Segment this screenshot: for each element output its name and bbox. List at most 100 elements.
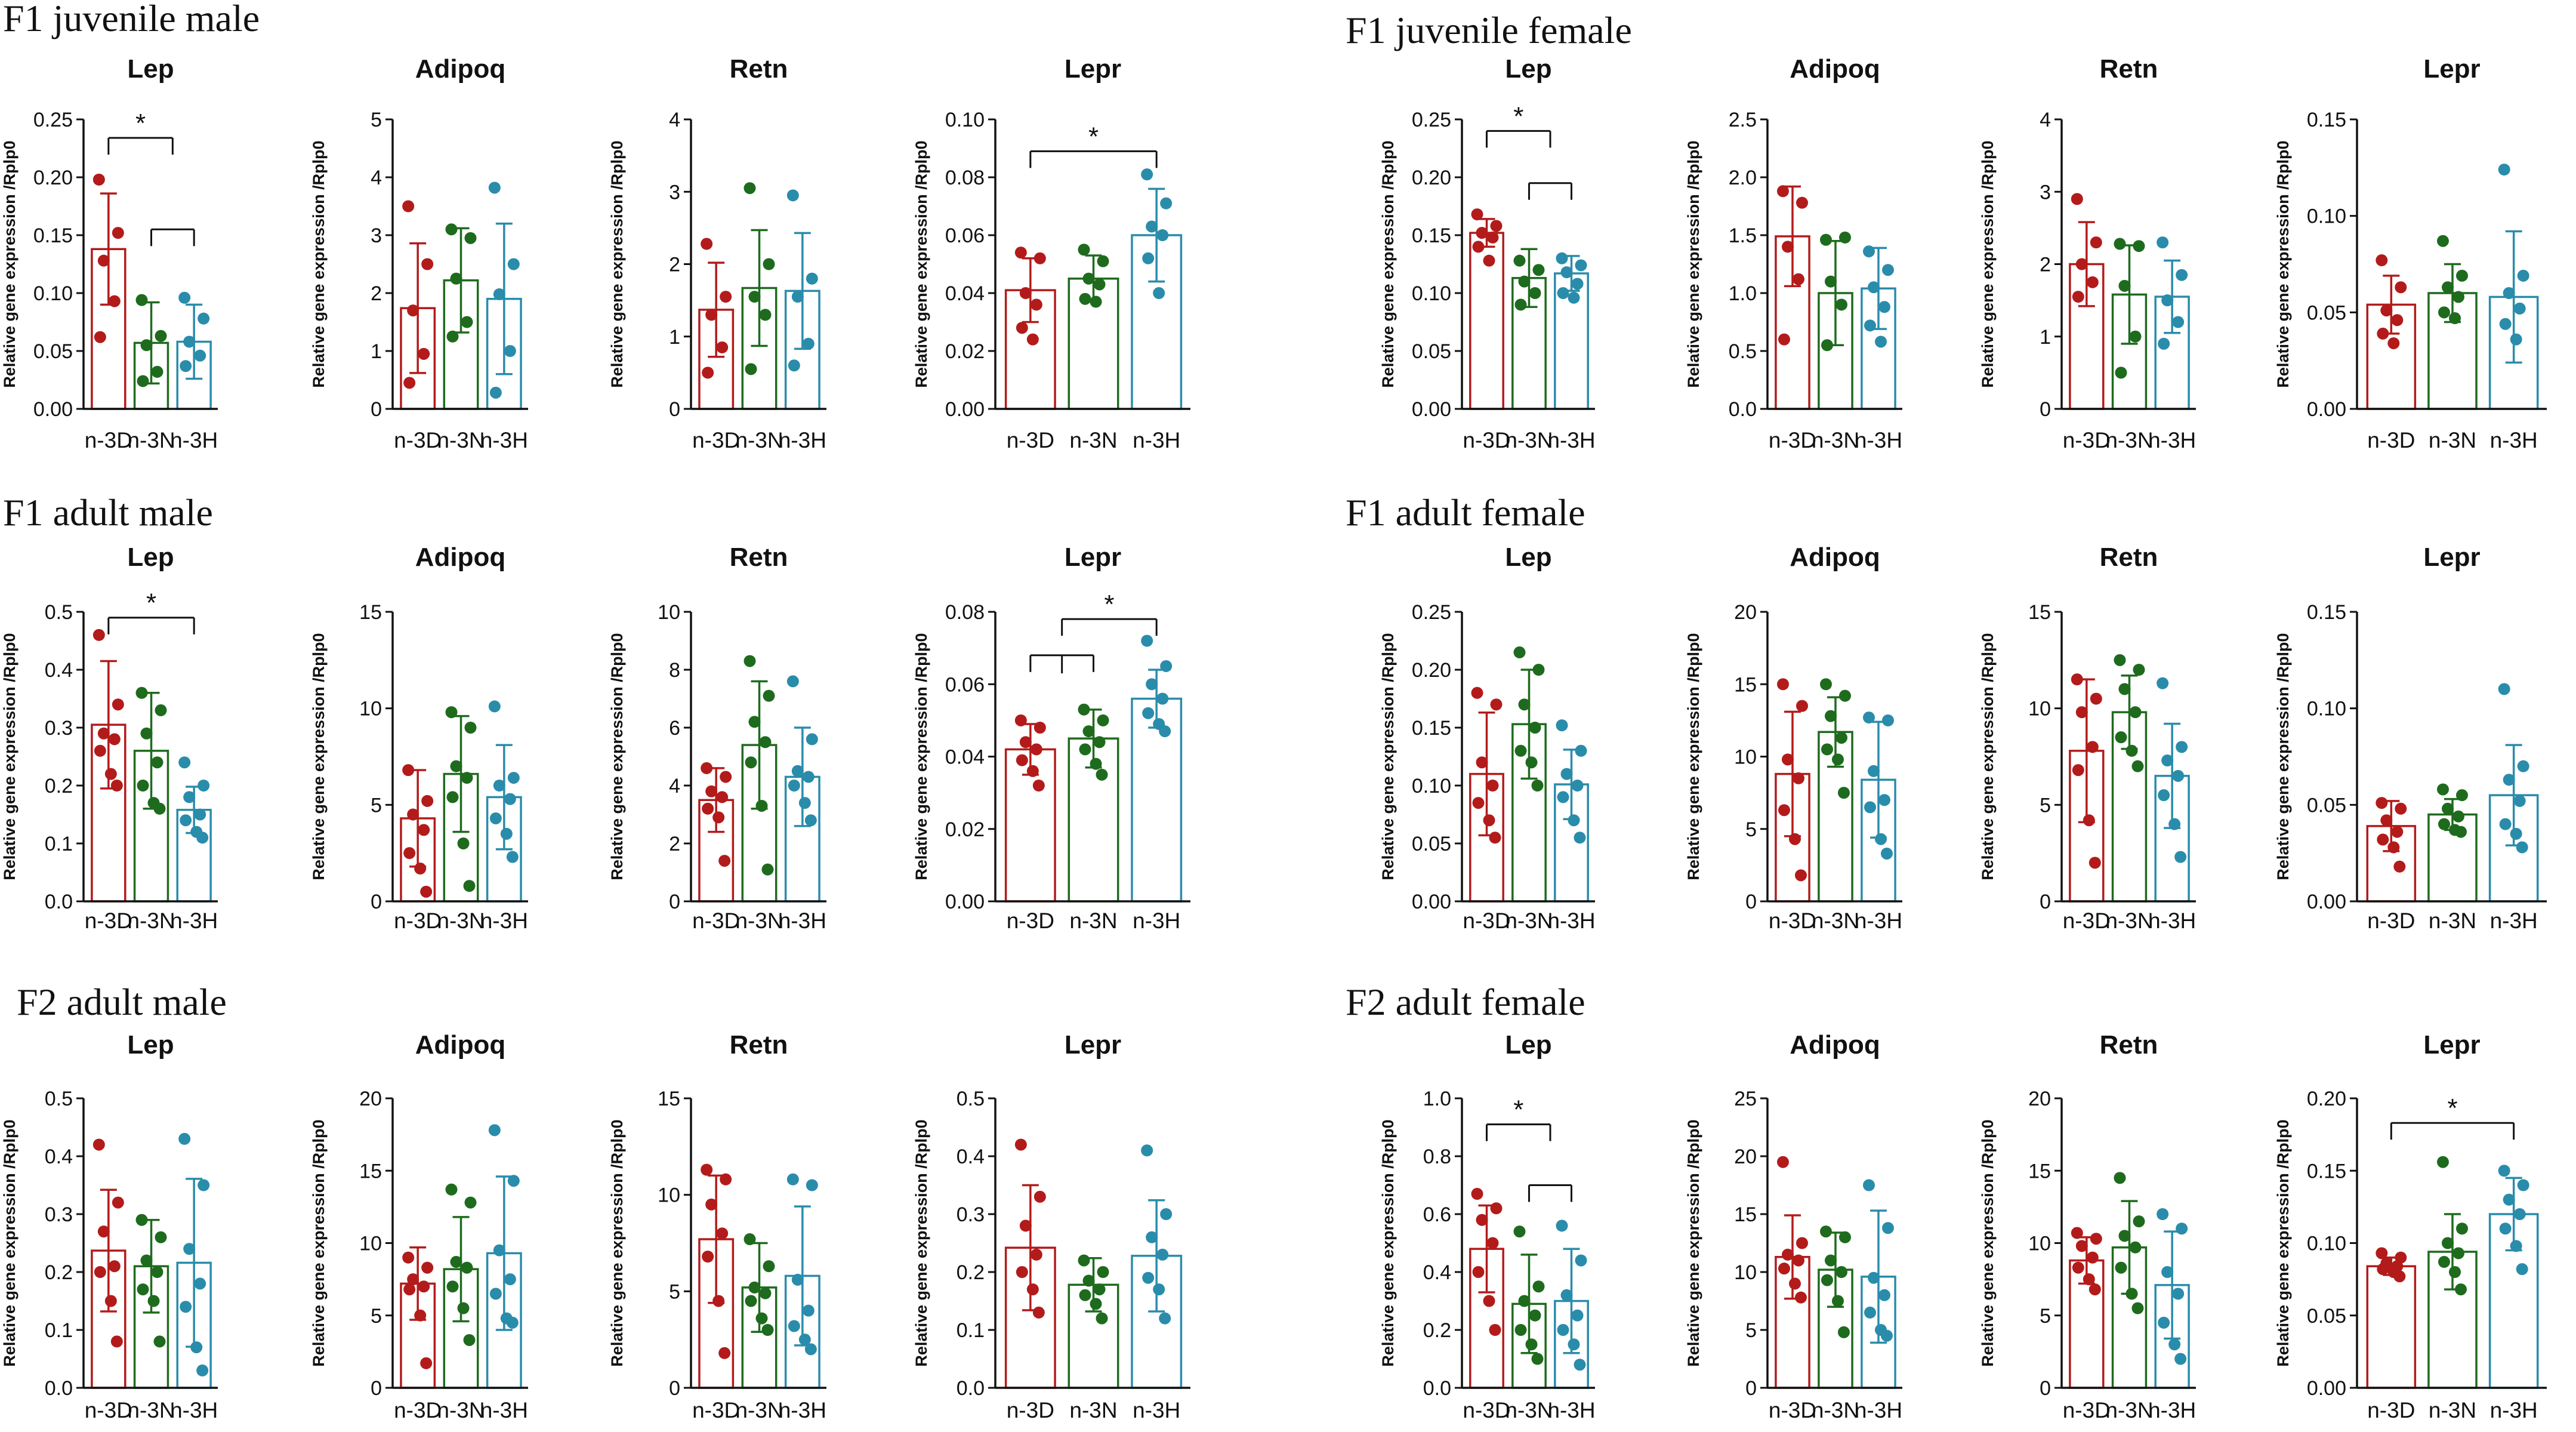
data-point-n-3d [104,1295,117,1307]
data-point-n-3d [1016,754,1028,766]
data-point-n-3h [2503,774,2515,786]
data-point-n-3n [763,689,775,702]
y-tick-label: 5 [2040,1305,2051,1328]
data-point-n-3h [2168,1338,2181,1351]
y-axis-label: Relative gene expression /Rplp0 [1979,1119,1997,1366]
data-point-n-3h [2161,754,2174,766]
data-point-n-3h [806,733,818,746]
y-tick-label: 0.3 [957,1203,985,1226]
data-point-n-3d [1030,743,1042,756]
data-point-n-3h [1864,801,1876,814]
data-point-n-3n [1531,1353,1544,1365]
data-point-n-3d [92,629,105,641]
data-point-n-3h [504,793,516,805]
data-point-n-3h [1160,197,1173,210]
y-tick-label: 20 [2028,1088,2051,1110]
data-point-n-3n [1082,272,1095,285]
data-point-n-3n [1096,1312,1108,1325]
data-point-n-3n [1532,264,1545,276]
data-point-n-3h [2158,337,2170,350]
data-point-n-3h [2499,1222,2512,1235]
data-point-n-3d [2387,841,2400,854]
x-tick-label: n-3N [735,909,783,933]
data-point-n-3n [2114,1172,2126,1184]
data-point-n-3h [806,272,818,285]
x-tick-label: n-3D [692,428,740,452]
y-tick-label: 0.05 [33,340,73,363]
data-point-n-3n [457,1302,470,1314]
data-point-n-3h [788,780,800,792]
data-point-n-3d [97,1225,110,1238]
y-tick-label: 2 [669,254,680,276]
data-point-n-3n [744,655,756,667]
data-point-n-3d [2376,797,2388,809]
x-tick-label: n-3H [779,428,826,452]
y-tick-label: 0.4 [45,1145,73,1168]
data-point-n-3h [1556,719,1568,732]
x-tick-label: n-3N [2105,428,2153,452]
y-tick-label: 15 [2028,1160,2051,1182]
data-point-n-3n [2437,235,2449,247]
data-point-n-3h [1156,1248,1169,1261]
data-point-n-3n [1513,254,1526,267]
data-point-n-3n [2442,802,2454,815]
y-tick-label: 4 [669,775,680,797]
data-point-n-3d [421,794,434,807]
data-point-n-3d [1483,254,1495,267]
data-point-n-3h [1156,229,1169,241]
y-tick-label: 0.00 [2307,398,2346,421]
data-point-n-3d [403,1283,416,1296]
x-tick-label: n-3H [1133,428,1180,452]
data-point-n-3h [1575,259,1587,272]
x-tick-label: n-3D [85,428,132,452]
y-tick-label: 0 [2040,1377,2051,1400]
data-point-n-3n [2125,744,2138,757]
x-tick-label: n-3H [1547,909,1595,933]
x-tick-label: n-3H [2490,428,2538,452]
data-point-n-3d [2090,692,2102,705]
y-tick-label: 0 [669,398,680,421]
data-point-n-3n [1532,664,1545,676]
x-tick-label: n-3D [1769,428,1816,452]
data-point-n-3d [108,1260,121,1273]
data-point-n-3d [2377,327,2389,340]
data-point-n-3n [1082,725,1095,738]
data-point-n-3h [1160,1208,1173,1220]
y-tick-label: 0.6 [1423,1203,1451,1226]
y-axis-label: Relative gene expression /Rplp0 [1979,140,1997,387]
data-point-n-3d [2380,304,2393,317]
y-tick-label: 0.10 [33,282,73,305]
panel-f1-juvenile-female-lep: Lep Relative gene expression /Rplp0 0.00 0.… [1379,54,1596,452]
y-tick-label: 0.0 [45,1377,73,1400]
data-point-n-3n [744,1233,756,1246]
y-tick-label: 0.2 [1423,1319,1451,1342]
y-tick-label: 0.00 [1412,891,1451,913]
data-point-n-3d [2071,673,2083,686]
data-point-n-3d [1490,698,1503,711]
x-tick-label: n-3N [1812,1398,1859,1422]
x-tick-label: n-3D [1463,428,1510,452]
data-point-n-3h [1142,1271,1155,1284]
data-point-n-3n [2133,1215,2145,1228]
data-point-n-3n [1839,1231,1851,1243]
data-point-n-3h [493,288,505,300]
data-point-n-3h [1159,1312,1171,1325]
data-point-n-3d [1782,1248,1794,1261]
data-point-n-3d [1016,322,1028,334]
x-tick-label: n-3D [1463,1398,1510,1422]
x-tick-label: n-3D [85,909,132,933]
data-point-n-3d [1016,1266,1028,1278]
panel-f1-adult-male-retn: Retn Relative gene expression /Rplp0 0 2 4 6 8… [608,543,826,933]
data-point-n-3n [147,1295,160,1307]
x-tick-label: n-3N [1505,1398,1553,1422]
data-point-n-3n [1525,1338,1538,1351]
y-tick-label: 10 [658,601,680,624]
data-point-n-3h [1574,1359,1586,1371]
data-point-n-3h [1568,814,1580,827]
y-tick-label: 0 [1745,1377,1757,1400]
data-point-n-3d [1476,227,1488,239]
data-point-n-3d [402,200,415,213]
x-tick-label: n-3H [170,1398,218,1422]
data-point-n-3h [194,808,206,821]
data-point-n-3n [155,704,167,716]
